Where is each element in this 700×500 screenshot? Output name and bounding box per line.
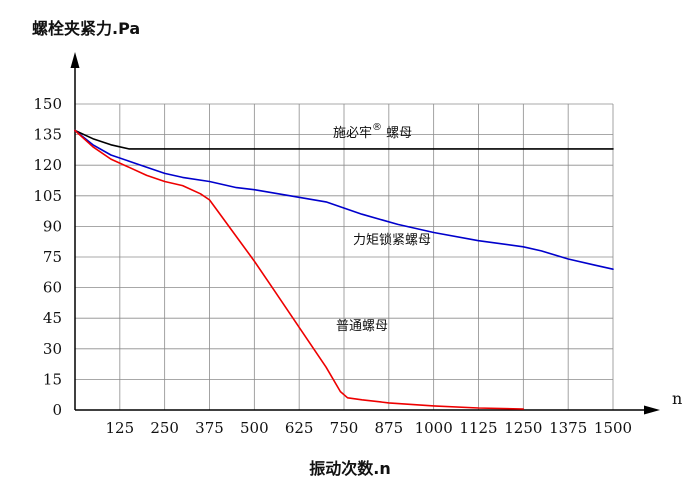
x-axis-arrow (644, 405, 660, 415)
y-tick-label: 75 (43, 248, 62, 266)
series-line-1 (74, 129, 614, 271)
y-tick-label: 0 (52, 401, 62, 419)
series-line-2 (74, 129, 525, 410)
x-tick-label: 1375 (549, 419, 587, 437)
y-tick-label: 135 (33, 126, 62, 144)
y-tick-labels: 0 15 30 45 60 75 90 105 120 135 150 (33, 95, 62, 419)
y-tick-label: 120 (33, 156, 62, 174)
series-label-1: 力矩锁紧螺母 (353, 232, 431, 248)
series-label-0-registered: ® (372, 122, 382, 133)
grid (75, 103, 614, 410)
x-tick-label: 1500 (594, 419, 632, 437)
y-tick-label: 60 (43, 279, 62, 297)
series-label-0-name: 施必牢 (333, 126, 372, 141)
y-axis-title: 螺栓夹紧力.Pa (32, 19, 140, 38)
y-tick-label: 15 (43, 370, 62, 388)
series-label-0-suffix: 螺母 (382, 126, 412, 141)
series-label-0: 施必牢® 螺母 (333, 122, 412, 141)
y-tick-label: 45 (43, 309, 62, 327)
series-lines (74, 129, 614, 410)
x-tick-label: 1000 (415, 419, 453, 437)
x-tick-label: 375 (195, 419, 224, 437)
x-tick-label: 750 (330, 419, 359, 437)
x-tick-labels: 125 250 375 500 625 750 875 1000 1125 1250 1375 150… (106, 419, 633, 437)
x-tick-label: 1125 (459, 419, 497, 437)
x-axis-title: 振动次数.n (309, 459, 390, 478)
y-tick-label: 90 (43, 217, 62, 235)
y-tick-label: 105 (33, 187, 62, 205)
y-tick-label: 150 (33, 95, 62, 113)
x-tick-label: 125 (106, 419, 135, 437)
y-axis-arrow (70, 52, 80, 68)
series-label-2: 普通螺母 (336, 319, 388, 334)
x-tick-label: 875 (375, 419, 404, 437)
x-axis-end-label: n (672, 389, 682, 408)
series-line-0 (74, 129, 614, 150)
y-tick-label: 30 (43, 340, 62, 358)
x-tick-label: 625 (285, 419, 314, 437)
x-tick-label: 250 (150, 419, 179, 437)
axes (70, 52, 660, 415)
x-tick-label: 1250 (504, 419, 542, 437)
x-tick-label: 500 (240, 419, 269, 437)
